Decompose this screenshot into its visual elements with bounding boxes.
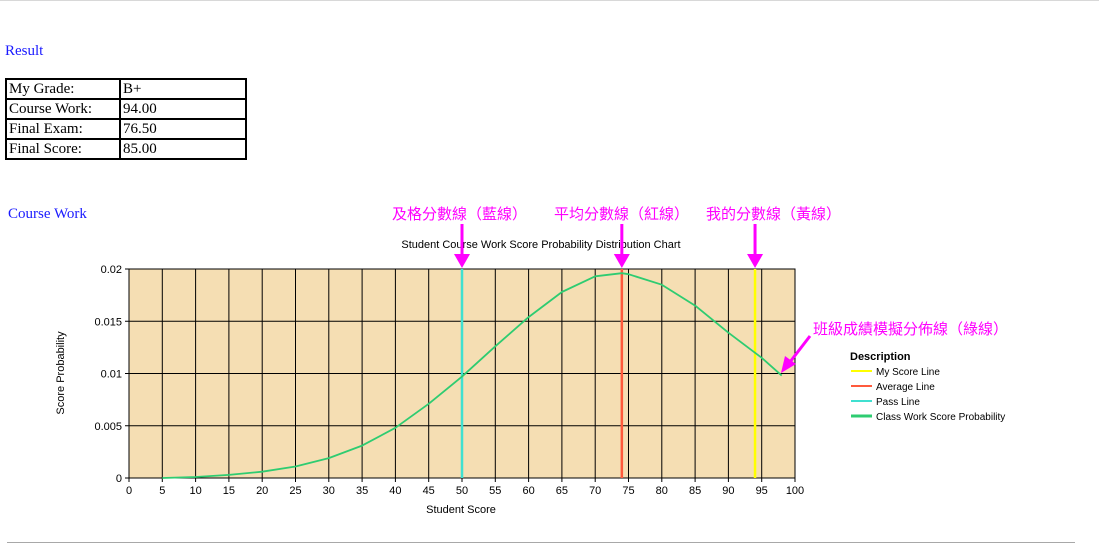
x-tick-label: 60	[522, 485, 534, 497]
y-tick-label: 0.01	[101, 369, 122, 381]
x-tick-label: 80	[656, 485, 668, 497]
grade-label: My Grade:	[5, 78, 121, 100]
x-tick-label: 5	[159, 485, 165, 497]
top-divider	[0, 0, 1099, 1]
x-tick-label: 55	[489, 485, 501, 497]
x-tick-label: 75	[622, 485, 634, 497]
annotation-arrow	[788, 335, 812, 363]
average-line-annotation: 平均分數線（紅線）	[554, 205, 690, 223]
x-tick-label: 25	[289, 485, 301, 497]
x-tick-label: 35	[356, 485, 368, 497]
x-axis-label: Student Score	[426, 504, 496, 516]
bottom-divider	[7, 542, 1075, 543]
chart-legend: Description My Score Line Average Line Pas…	[850, 351, 1005, 423]
course-work-label: Course Work:	[5, 98, 121, 120]
table-row: Course Work: 94.00	[5, 98, 247, 120]
annotation-arrowhead	[613, 254, 630, 268]
x-tick-label: 100	[786, 485, 804, 497]
y-tick-label: 0	[116, 473, 122, 485]
legend-item-label: Class Work Score Probability	[876, 412, 1005, 423]
table-row: Final Score: 85.00	[5, 138, 247, 160]
x-tick-label: 30	[323, 485, 335, 497]
table-row: My Grade: B+	[5, 78, 247, 100]
course-work-value: 94.00	[119, 98, 247, 120]
result-heading: Result	[5, 43, 44, 59]
legend-item-label: Average Line	[876, 382, 935, 393]
x-tick-label: 65	[556, 485, 568, 497]
y-tick-label: 0.015	[94, 316, 122, 328]
x-tick-label: 10	[189, 485, 201, 497]
annotation-arrowhead	[781, 356, 796, 373]
grade-table: My Grade: B+ Course Work: 94.00 Final Ex…	[5, 78, 247, 160]
y-tick-label: 0.02	[101, 264, 122, 276]
x-tick-label: 20	[256, 485, 268, 497]
annotation-arrowhead	[454, 254, 470, 268]
table-row: Final Exam: 76.50	[5, 118, 247, 140]
x-tick-label: 45	[423, 485, 435, 497]
final-exam-value: 76.50	[119, 118, 247, 140]
y-tick-label: 0.005	[94, 421, 122, 433]
x-tick-label: 70	[589, 485, 601, 497]
my-score-line-annotation: 我的分數線（黃線）	[706, 205, 842, 223]
final-score-value: 85.00	[119, 138, 247, 160]
x-tick-label: 15	[223, 485, 235, 497]
annotation-arrowhead	[747, 254, 764, 268]
legend-item-label: My Score Line	[876, 367, 940, 378]
grade-value: B+	[119, 78, 247, 100]
x-tick-label: 40	[389, 485, 401, 497]
class-curve-annotation: 班級成績模擬分佈線（綠線）	[813, 320, 1009, 338]
x-tick-label: 95	[756, 485, 768, 497]
chart-title: Student Course Work Score Probability Di…	[401, 239, 680, 251]
x-tick-label: 90	[722, 485, 734, 497]
course-work-heading: Course Work	[8, 206, 87, 222]
final-score-label: Final Score:	[5, 138, 121, 160]
x-tick-label: 85	[689, 485, 701, 497]
y-axis-label: Score Probability	[55, 331, 67, 415]
class-probability-curve	[162, 272, 783, 479]
pass-line-annotation: 及格分數線（藍線）	[392, 205, 528, 223]
x-tick-label: 50	[456, 485, 468, 497]
x-tick-label: 0	[126, 485, 132, 497]
legend-title: Description	[850, 351, 911, 363]
final-exam-label: Final Exam:	[5, 118, 121, 140]
legend-item-label: Pass Line	[876, 397, 920, 408]
